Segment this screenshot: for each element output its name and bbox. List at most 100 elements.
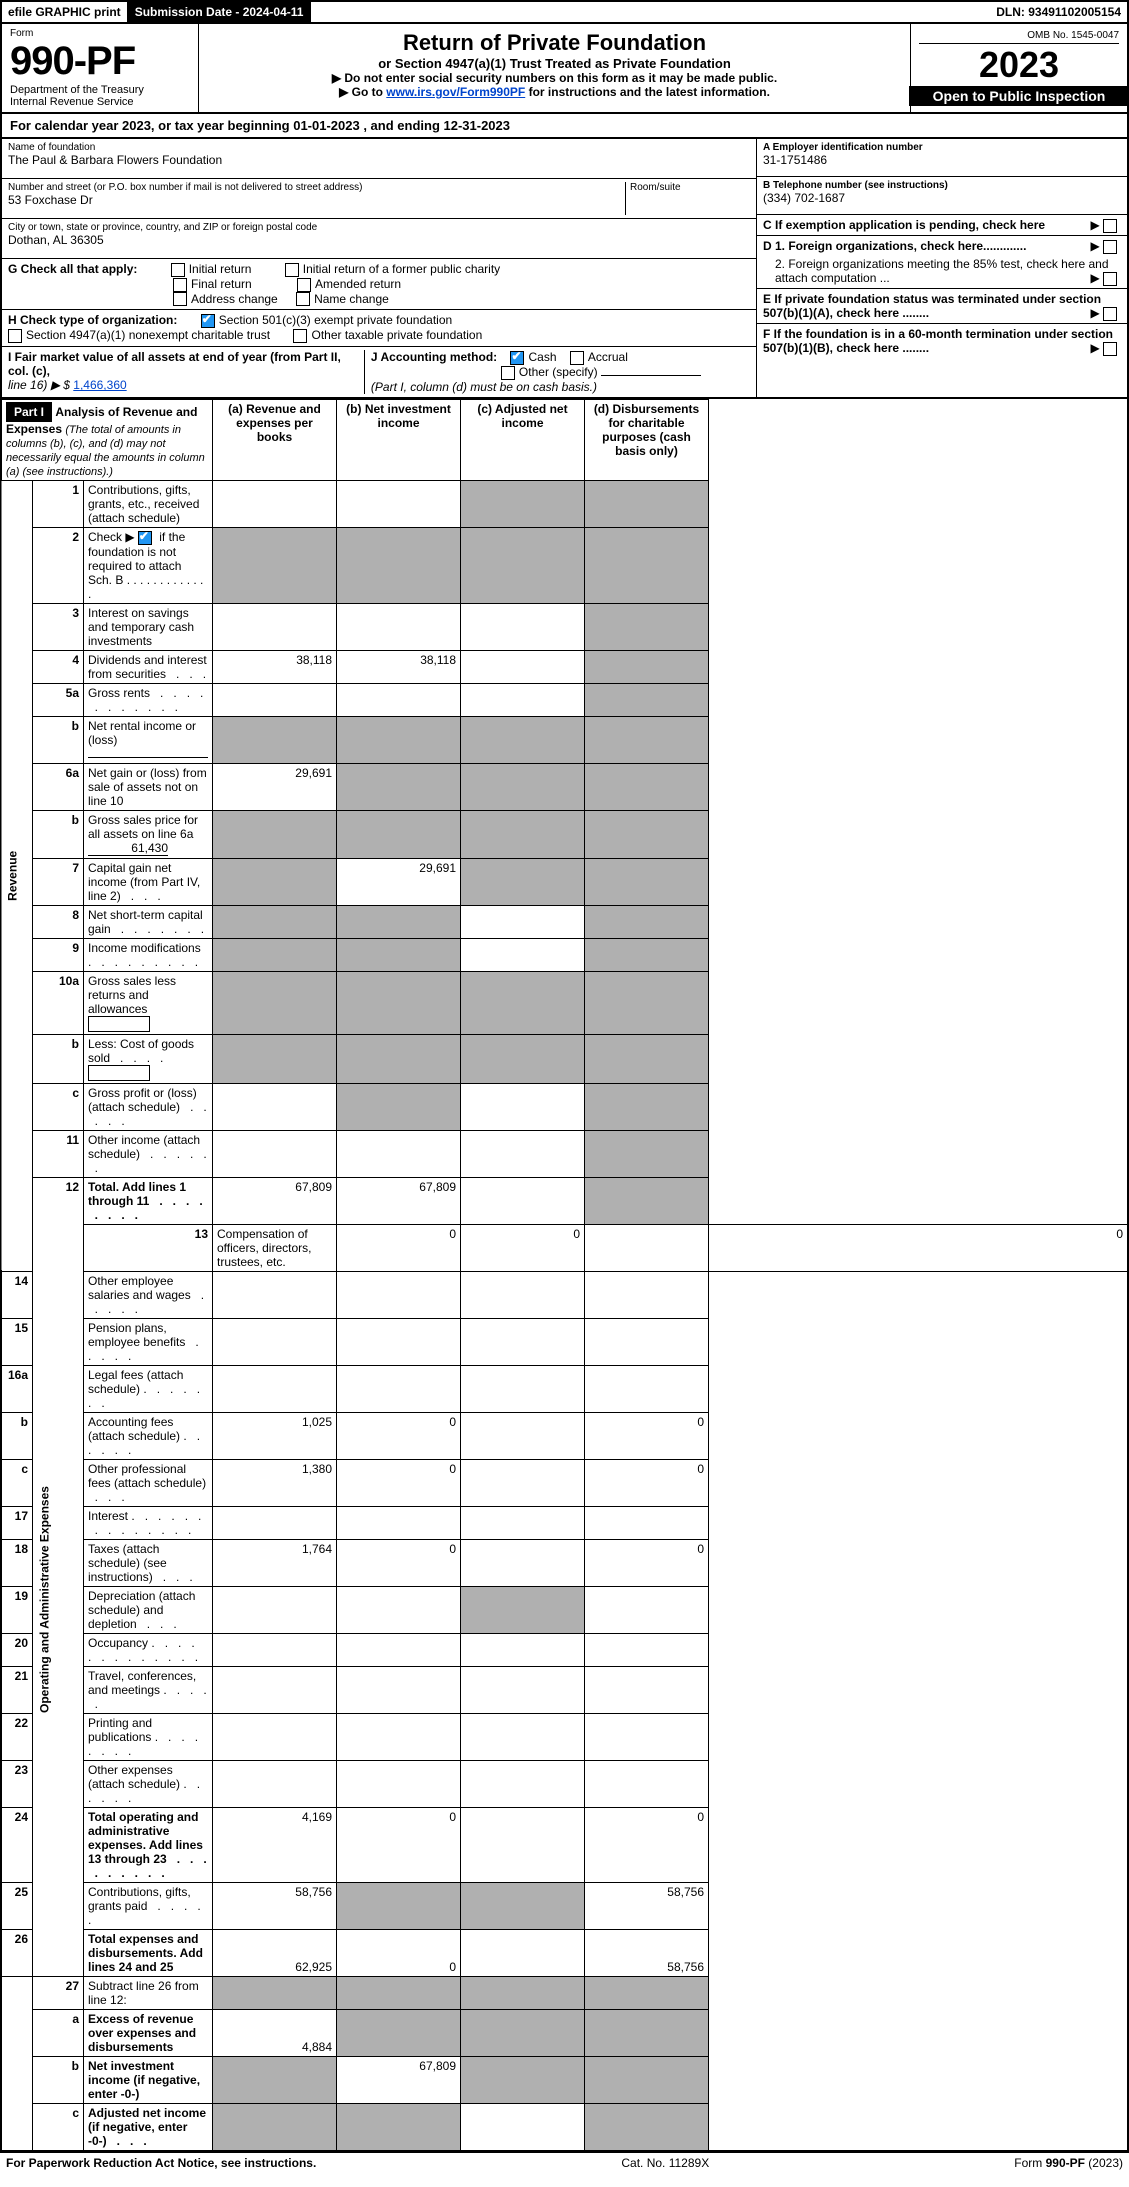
cb-f[interactable]: [1103, 342, 1117, 356]
row-20: Occupancy . . . . . . . . . . . . .: [84, 1633, 213, 1666]
side-revenue: Revenue: [1, 480, 33, 1271]
irs-link[interactable]: www.irs.gov/Form990PF: [386, 85, 525, 99]
row-19: Depreciation (attach schedule) and deple…: [84, 1586, 213, 1633]
city-label: City or town, state or province, country…: [8, 222, 750, 233]
val-6a: 29,691: [213, 763, 337, 810]
ein: 31-1751486: [763, 153, 1121, 167]
row-6b: Gross sales price for all assets on line…: [84, 810, 213, 858]
h-501c3: Section 501(c)(3) exempt private foundat…: [219, 313, 452, 327]
row-5b: Net rental income or (loss): [84, 716, 213, 763]
cb-501c3[interactable]: [201, 314, 215, 328]
row-11: Other income (attach schedule) . . . . .…: [84, 1130, 213, 1177]
val-13d: 0: [709, 1224, 1129, 1271]
row-17: Interest . . . . . . . . . . . . . .: [84, 1506, 213, 1539]
cb-initial[interactable]: [171, 263, 185, 277]
form-subtitle: or Section 4947(a)(1) Trust Treated as P…: [207, 56, 902, 71]
val-4b: 38,118: [337, 650, 461, 683]
val-16bd: 0: [585, 1412, 709, 1459]
row-27: Subtract line 26 from line 12:: [84, 1976, 213, 2009]
row-24: Total operating and administrative expen…: [84, 1807, 213, 1882]
row-13: Compensation of officers, directors, tru…: [213, 1224, 337, 1271]
g-initialformer: Initial return of a former public charit…: [303, 262, 500, 276]
fmv-value[interactable]: 1,466,360: [73, 378, 126, 392]
efile-link[interactable]: efile GRAPHIC print: [2, 2, 129, 22]
cb-amended[interactable]: [297, 278, 311, 292]
val-24d: 0: [585, 1807, 709, 1882]
top-bar: efile GRAPHIC print Submission Date - 20…: [0, 0, 1129, 24]
row-4: Dividends and interest from securities .…: [84, 650, 213, 683]
dept-treasury: Department of the Treasury: [10, 84, 190, 96]
val-26d: 58,756: [585, 1929, 709, 1976]
name-label: Name of foundation: [8, 142, 750, 153]
h-4947: Section 4947(a)(1) nonexempt charitable …: [26, 328, 270, 342]
row-22: Printing and publications . . . . . . . …: [84, 1713, 213, 1760]
tel-label: B Telephone number (see instructions): [763, 180, 1121, 191]
row-16b: Accounting fees (attach schedule) . . . …: [84, 1412, 213, 1459]
j-accrual: Accrual: [588, 350, 628, 364]
cb-other-acct[interactable]: [501, 366, 515, 380]
row-27a: Excess of revenue over expenses and disb…: [84, 2009, 213, 2056]
j-cash: Cash: [528, 350, 556, 364]
row-5a: Gross rents . . . . . . . . . . .: [84, 683, 213, 716]
val-12a: 67,809: [213, 1177, 337, 1224]
row-10c: Gross profit or (loss) (attach schedule)…: [84, 1083, 213, 1130]
form-header: Form 990-PF Department of the Treasury I…: [0, 24, 1129, 114]
row-1: Contributions, gifts, grants, etc., rece…: [84, 480, 213, 527]
footer-left: For Paperwork Reduction Act Notice, see …: [6, 2156, 316, 2170]
val-26b: 0: [337, 1929, 461, 1976]
j-note: (Part I, column (d) must be on cash basi…: [371, 380, 597, 394]
instr-goto-pre: ▶ Go to: [339, 85, 386, 99]
e-label: E If private foundation status was termi…: [763, 292, 1101, 320]
form-number: 990-PF: [10, 39, 190, 84]
val-18a: 1,764: [213, 1539, 337, 1586]
form-title: Return of Private Foundation: [207, 30, 902, 56]
footer: For Paperwork Reduction Act Notice, see …: [0, 2152, 1129, 2173]
row-26: Total expenses and disbursements. Add li…: [84, 1929, 213, 1976]
c-label: C If exemption application is pending, c…: [763, 218, 1045, 232]
cb-cash[interactable]: [510, 351, 524, 365]
row-27c: Adjusted net income (if negative, enter …: [84, 2103, 213, 2151]
d2-label: 2. Foreign organizations meeting the 85%…: [775, 257, 1109, 285]
cb-namechg[interactable]: [296, 292, 310, 306]
room-label: Room/suite: [630, 182, 750, 193]
row-16c: Other professional fees (attach schedule…: [84, 1459, 213, 1506]
cb-d1[interactable]: [1103, 240, 1117, 254]
side-expenses: Operating and Administrative Expenses: [33, 1224, 84, 1976]
i-label: I Fair market value of all assets at end…: [8, 350, 341, 378]
instr-goto: ▶ Go to www.irs.gov/Form990PF for instru…: [207, 85, 902, 99]
footer-mid: Cat. No. 11289X: [621, 2156, 709, 2170]
cb-c[interactable]: [1103, 219, 1117, 233]
row-8: Net short-term capital gain . . . . . . …: [84, 905, 213, 938]
d1-label: D 1. Foreign organizations, check here..…: [763, 239, 1026, 253]
cb-final[interactable]: [173, 278, 187, 292]
foundation-name: The Paul & Barbara Flowers Foundation: [8, 153, 750, 167]
val-25a: 58,756: [213, 1882, 337, 1929]
val-27b: 67,809: [337, 2056, 461, 2103]
row-9: Income modifications . . . . . . . . .: [84, 938, 213, 971]
cb-e[interactable]: [1103, 307, 1117, 321]
val-16ca: 1,380: [213, 1459, 337, 1506]
val-7b: 29,691: [337, 858, 461, 905]
row-23: Other expenses (attach schedule) . . . .…: [84, 1760, 213, 1807]
row-15: Pension plans, employee benefits . . . .…: [84, 1318, 213, 1365]
cb-address[interactable]: [173, 292, 187, 306]
cb-4947[interactable]: [8, 329, 22, 343]
cb-schb[interactable]: [138, 531, 152, 545]
val-27a: 4,884: [213, 2009, 337, 2056]
cb-initial-former[interactable]: [285, 263, 299, 277]
submission-date: Submission Date - 2024-04-11: [129, 2, 312, 22]
dln: DLN: 93491102005154: [990, 2, 1127, 22]
cb-d2[interactable]: [1103, 272, 1117, 286]
cb-other-org[interactable]: [293, 329, 307, 343]
g-label: G Check all that apply:: [8, 262, 137, 276]
row-25: Contributions, gifts, grants paid . . . …: [84, 1882, 213, 1929]
val-16bb: 0: [337, 1412, 461, 1459]
cb-accrual[interactable]: [570, 351, 584, 365]
row-14: Other employee salaries and wages . . . …: [84, 1271, 213, 1318]
row-12: Total. Add lines 1 through 11 . . . . . …: [84, 1177, 213, 1224]
col-c: (c) Adjusted net income: [461, 399, 585, 480]
val-18d: 0: [585, 1539, 709, 1586]
j-label: J Accounting method:: [371, 350, 497, 364]
val-16ba: 1,025: [213, 1412, 337, 1459]
form-label: Form: [10, 28, 190, 39]
